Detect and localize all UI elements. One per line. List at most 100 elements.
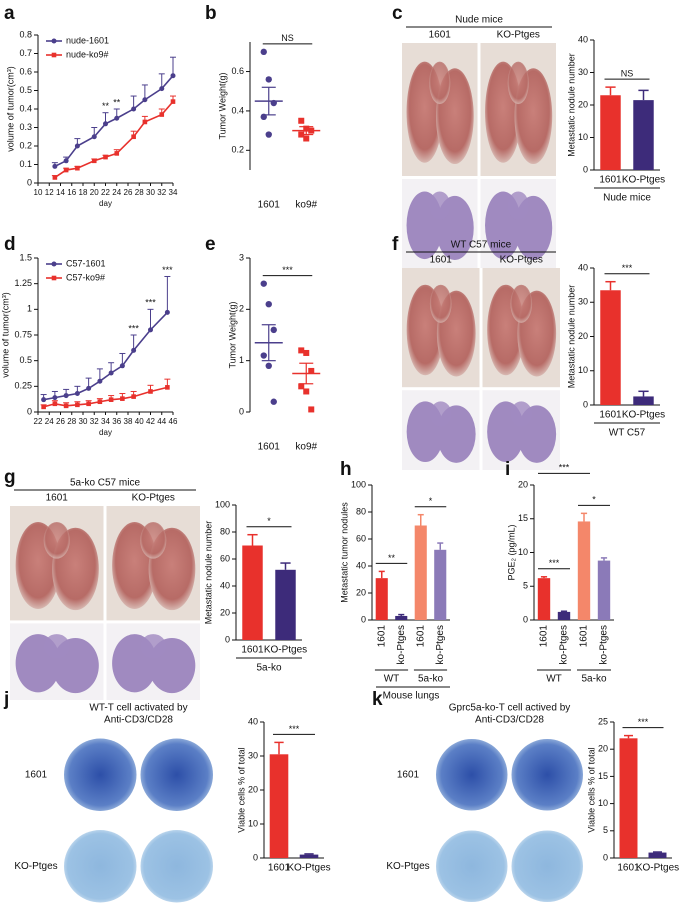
legend-marker — [51, 261, 57, 267]
x-tick-label: 30 — [79, 417, 88, 426]
bar — [434, 549, 447, 620]
group-label: WT — [546, 674, 562, 685]
y-tick-label: 0.4 — [19, 103, 32, 113]
y-tick-label: 10 — [578, 365, 588, 375]
y-tick-label: 0 — [27, 177, 32, 187]
x-tick-label: 42 — [146, 417, 155, 426]
x-tick-label: 26 — [56, 417, 65, 426]
y-tick-label: 1.5 — [19, 252, 32, 262]
significance-label: NS — [281, 33, 294, 43]
x-tick-label: 1601 — [599, 410, 622, 421]
point — [265, 301, 272, 308]
point — [108, 370, 114, 376]
y-tick-label: 3 — [239, 252, 244, 262]
x-tick-label: 1601 — [268, 863, 291, 874]
x-tick-label: 28 — [135, 188, 144, 197]
point — [75, 402, 80, 408]
significance-label: * — [592, 495, 596, 505]
series-line — [43, 311, 168, 401]
y-tick-label: 60 — [356, 533, 366, 543]
bar — [619, 738, 638, 858]
point — [91, 158, 97, 164]
point — [131, 134, 136, 140]
point — [142, 97, 148, 103]
point — [260, 352, 267, 359]
y-tick-label: 10 — [518, 547, 528, 557]
point — [52, 395, 58, 401]
x-tick-label: 18 — [79, 188, 88, 197]
legend-label: C57-ko9# — [66, 272, 105, 282]
x-tick-label: KO-Ptges — [287, 863, 330, 874]
y-tick-label: 20 — [578, 99, 588, 109]
y-axis-label: volume of tumor(cm³) — [0, 292, 10, 378]
y-tick-label: 0 — [253, 852, 258, 862]
panel-letter: g — [4, 467, 16, 488]
point — [298, 117, 305, 124]
x-tick-label: 1601 — [539, 625, 550, 648]
y-tick-label: 40 — [356, 560, 366, 570]
x-tick-label: KO-Ptges — [636, 863, 679, 874]
y-tick-label: 0 — [361, 614, 366, 624]
point — [131, 106, 137, 112]
lung-lobe — [507, 191, 529, 220]
point — [103, 121, 108, 127]
significance-label: *** — [145, 298, 156, 308]
point — [74, 391, 80, 397]
significance-label: * — [267, 516, 271, 526]
point — [308, 367, 315, 374]
panel-letter: e — [205, 234, 216, 255]
x-tick-label: 1601 — [376, 625, 387, 648]
significance-label: *** — [559, 463, 570, 473]
y-tick-label: 0 — [603, 852, 608, 862]
significance-label: *** — [638, 717, 649, 727]
point — [97, 399, 103, 405]
point — [131, 347, 137, 353]
panel-letter: d — [4, 234, 16, 255]
y-tick-label: 0.3 — [19, 122, 32, 132]
point — [131, 394, 136, 399]
y-tick-label: 40 — [220, 580, 230, 590]
x-tick-label: 20 — [90, 188, 99, 197]
panel-letter: c — [392, 3, 403, 24]
point — [298, 347, 305, 354]
point — [41, 397, 47, 403]
significance-label: *** — [128, 323, 139, 333]
y-tick-label: 10 — [598, 798, 608, 808]
y-tick-label: 0.5 — [19, 85, 32, 95]
x-tick-label: 30 — [146, 188, 155, 197]
point — [52, 163, 58, 169]
significance-label: *** — [289, 724, 300, 734]
photo-column-label: KO-Ptges — [132, 493, 175, 504]
x-tick-label: 16 — [67, 188, 76, 197]
photo-column-label: KO-Ptges — [500, 255, 543, 266]
x-tick-label: 22 — [34, 417, 43, 426]
x-tick-label: ko9# — [295, 200, 317, 211]
photo-title: Anti-CD3/CD28 — [475, 715, 544, 726]
point — [119, 363, 125, 369]
y-tick-label: 40 — [578, 262, 588, 272]
bar — [597, 560, 611, 620]
y-tick-label: 0.6 — [19, 66, 32, 76]
y-axis-label: Metastatic nodule number — [566, 53, 576, 157]
bar — [648, 852, 667, 858]
bar — [242, 545, 263, 640]
x-axis-label: day — [99, 428, 112, 437]
y-tick-label: 20 — [248, 784, 258, 794]
y-tick-label: 0.6 — [231, 66, 244, 76]
bar — [557, 611, 571, 620]
x-tick-label: 46 — [169, 417, 178, 426]
y-axis-label: Metastatic tumor nodules — [339, 502, 349, 603]
x-tick-label: 24 — [45, 417, 54, 426]
y-tick-label: 20 — [578, 331, 588, 341]
bar — [414, 525, 427, 620]
photo-title: WT C57 mice — [451, 240, 512, 251]
y-tick-label: 1.25 — [14, 278, 32, 288]
y-tick-label: 100 — [351, 479, 366, 489]
x-tick-label: KO-Ptges — [264, 645, 307, 656]
group-label: 5a-ko — [581, 674, 606, 685]
x-tick-label: ko-Ptges — [396, 625, 407, 664]
x-tick-label: ko-Ptges — [599, 625, 610, 664]
y-axis-label: volume of tumor(cm³) — [5, 66, 15, 152]
photo-column-label: 1601 — [46, 493, 69, 504]
